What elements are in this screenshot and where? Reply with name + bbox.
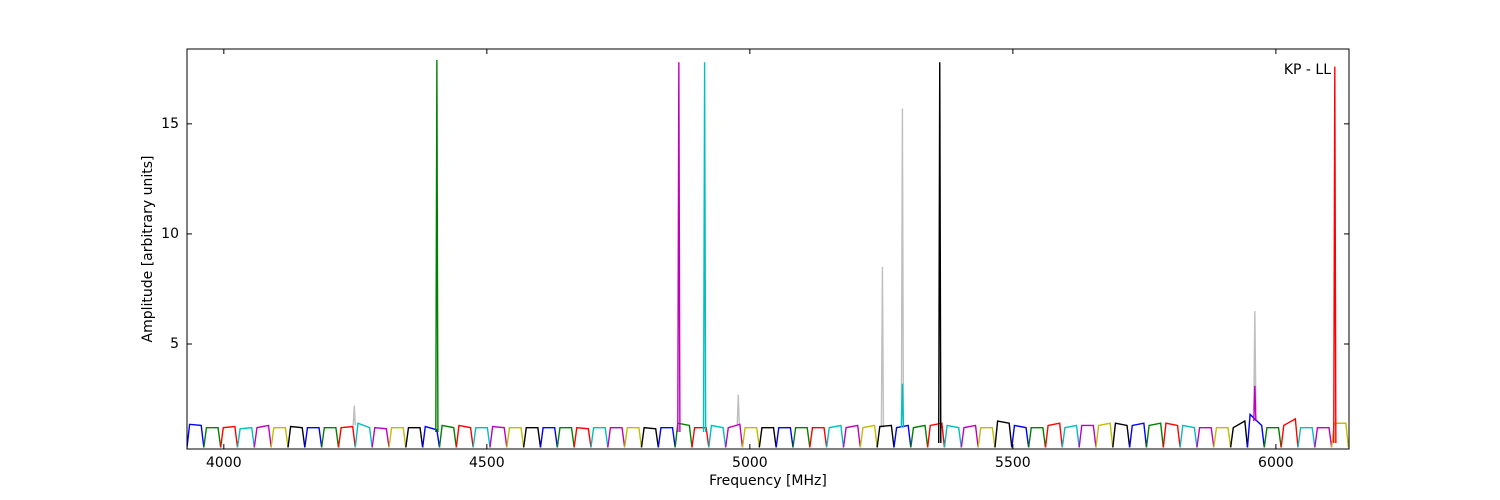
spectrum-line: [1179, 424, 1198, 448]
spectrum-line: [910, 424, 929, 448]
spectrum-line: [489, 425, 508, 448]
spectrum-line: [825, 424, 845, 448]
spectrum-line: [926, 422, 946, 448]
spectrum-line: [455, 424, 474, 448]
lines: [187, 60, 1349, 448]
spectrum-line: [809, 426, 828, 448]
spectrum-line: [1162, 422, 1181, 448]
annotation: KP - LL: [1284, 62, 1331, 78]
spectrum-line: [522, 426, 542, 448]
x-tick-label: 5000: [732, 455, 768, 471]
spectrum-line: [320, 426, 340, 448]
spectrum-line: [421, 425, 441, 448]
spectrum-line: [539, 426, 559, 448]
y-axis-label: Amplitude [arbitrary units]: [140, 156, 156, 343]
spectrum-line: [943, 424, 963, 448]
spectrum-line: [677, 62, 681, 433]
spectrum-line: [736, 394, 741, 426]
spectrum-line: [893, 424, 912, 448]
spectrum-line: [1253, 385, 1257, 422]
spectrum-line: [1253, 310, 1257, 411]
x-tick-label: 4500: [469, 455, 505, 471]
spectrum-line: [859, 424, 878, 448]
spectrum-line: [702, 62, 707, 433]
spectrum-line: [900, 383, 905, 428]
y-tick-label: 5: [170, 336, 179, 352]
spectrum-line: [708, 424, 727, 448]
spectrum-line: [556, 426, 575, 448]
spectrum-line: [236, 426, 256, 448]
spectrum-line: [1297, 426, 1316, 448]
plot-frame: [186, 48, 1350, 450]
y-tick-label: 15: [161, 116, 179, 132]
spectrum-line: [253, 424, 272, 448]
spectrum-line: [792, 426, 811, 448]
spectrum-line: [1263, 426, 1282, 448]
spectrum-line: [590, 426, 609, 448]
spectrum-line: [960, 424, 979, 448]
spectrum-line: [1280, 417, 1299, 448]
spectrum-line: [270, 426, 289, 448]
spectrum-line: [1061, 424, 1080, 448]
x-axis-label: Frequency [MHz]: [709, 473, 827, 489]
spectrum-line: [1196, 426, 1215, 448]
spectrum-line: [691, 426, 710, 448]
spectrum-line: [775, 426, 794, 448]
spectrum-line: [938, 62, 942, 444]
spectrum-line: [1011, 424, 1030, 448]
spectrum-line: [287, 425, 306, 448]
spectrum-line: [438, 424, 458, 448]
spectrum-line: [1213, 426, 1232, 448]
spectrum-line: [352, 405, 357, 426]
x-tick-label: 5500: [995, 455, 1031, 471]
spectrum-line: [1333, 66, 1337, 444]
spectrum-line: [842, 424, 862, 448]
x-tick-label: 6000: [1258, 455, 1294, 471]
spectrum-line: [674, 422, 693, 448]
spectrum-line: [472, 426, 491, 448]
x-tick-label: 4000: [206, 455, 242, 471]
spectrum-line: [203, 426, 222, 448]
spectrum-line: [900, 108, 905, 428]
spectrum-line: [876, 424, 895, 448]
spectrum-line: [337, 425, 357, 448]
spectrum-line: [304, 426, 323, 448]
spectrum-line: [354, 422, 373, 448]
spectrum-line: [640, 426, 660, 448]
spectrum-line: [741, 426, 761, 448]
spectrum-line: [1128, 422, 1148, 448]
spectrum-line: [219, 425, 239, 448]
spectrum-line: [1027, 426, 1047, 448]
spectrum-line: [977, 426, 996, 448]
spectrum-line: [994, 420, 1013, 448]
plot-area: [187, 49, 1349, 449]
spectrum-line: [1314, 426, 1333, 448]
spectrum-line: [724, 423, 744, 448]
spectrum-line: [506, 426, 525, 448]
spectrum-line: [880, 266, 885, 428]
spectrum-line: [371, 426, 390, 448]
spectrum-line: [405, 426, 424, 448]
y-tick-label: 10: [161, 226, 179, 242]
spectrum-line: [1229, 419, 1249, 448]
spectrum-line: [1330, 422, 1349, 448]
spectrum-line: [435, 60, 439, 433]
spectrum-line: [388, 426, 407, 448]
spectrum-line: [1112, 422, 1131, 448]
spectrum-line: [1078, 424, 1097, 448]
spectrum-line: [1044, 422, 1064, 448]
spectrum-line: [1095, 422, 1114, 448]
spectrum-line: [1145, 422, 1165, 448]
spectrum-line: [573, 426, 592, 448]
spectrum-line: [607, 426, 626, 448]
spectrum-line: [187, 423, 205, 448]
spectrum-line: [758, 426, 777, 448]
spectrum-line: [623, 426, 643, 448]
spectrum-line: [657, 426, 676, 448]
